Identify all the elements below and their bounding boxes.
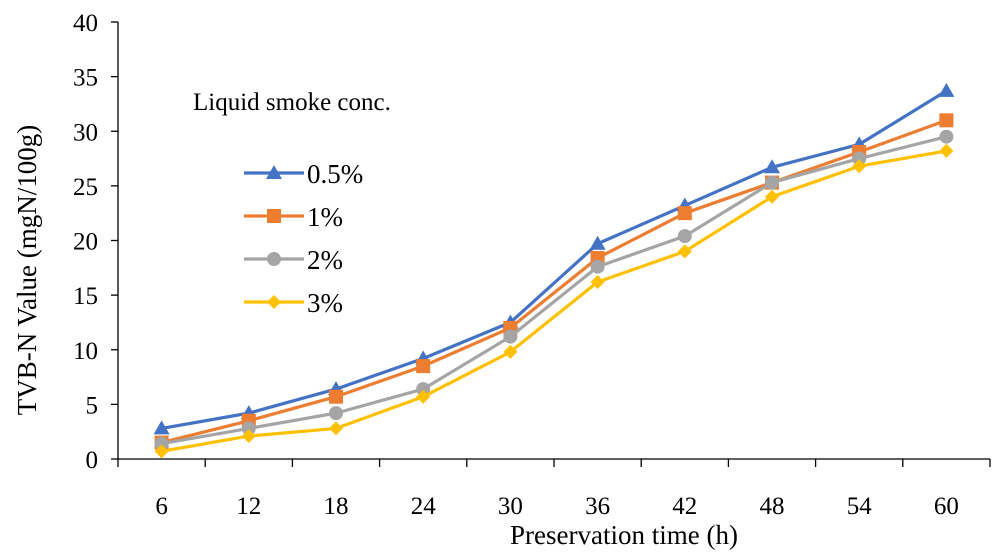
data-point xyxy=(154,436,169,451)
data-point xyxy=(939,129,954,144)
legend-item-3: 2% xyxy=(244,245,343,275)
x-tick-label: 42 xyxy=(672,493,697,520)
legend: Liquid smoke conc. 0.5% 1% 2% 3% xyxy=(193,89,391,318)
series-line xyxy=(161,149,947,453)
axes xyxy=(117,22,990,460)
data-point xyxy=(765,175,779,190)
y-tick-label: 0 xyxy=(86,447,99,474)
data-point xyxy=(939,143,954,158)
y-tick-label: 25 xyxy=(73,174,98,201)
data-point xyxy=(329,421,343,436)
data-point xyxy=(852,151,867,166)
data-point xyxy=(416,382,431,397)
y-tick-label: 15 xyxy=(73,283,98,310)
data-point xyxy=(677,229,692,244)
data-point xyxy=(764,159,780,174)
series-3 xyxy=(154,129,954,451)
x-tick-label: 36 xyxy=(585,493,610,520)
data-point xyxy=(241,421,256,436)
data-point xyxy=(590,259,605,274)
data-point xyxy=(329,389,343,404)
x-tick-label: 30 xyxy=(498,493,523,520)
data-point xyxy=(589,235,606,250)
data-point xyxy=(590,275,605,290)
x-tick-label: 60 xyxy=(934,493,959,520)
data-point xyxy=(939,113,954,128)
data-point xyxy=(938,82,955,97)
legend-item-1: 0.5% xyxy=(244,159,363,189)
legend-marker xyxy=(267,295,281,309)
y-axis-ticks: 0 5 10 15 20 25 30 35 40 xyxy=(73,10,118,474)
data-point xyxy=(503,329,518,344)
legend-marker xyxy=(266,165,282,179)
data-point xyxy=(154,444,169,459)
x-tick-label: 18 xyxy=(324,493,349,520)
data-point xyxy=(677,244,692,259)
y-tick-label: 30 xyxy=(73,119,98,146)
y-tick-label: 5 xyxy=(86,392,99,419)
x-tick-label: 12 xyxy=(236,493,261,520)
data-point xyxy=(765,189,779,204)
series-line xyxy=(161,135,947,446)
y-axis-title: TVB-N Value (mgN/100g) xyxy=(12,125,42,415)
data-point xyxy=(677,206,692,221)
series-4 xyxy=(154,143,954,459)
y-tick-label: 20 xyxy=(73,229,98,256)
legend-label: 3% xyxy=(307,288,343,318)
data-point xyxy=(329,406,343,421)
series-line xyxy=(161,89,948,430)
legend-label: 2% xyxy=(307,245,343,275)
data-point xyxy=(153,420,170,435)
legend-label: 1% xyxy=(307,202,343,232)
legend-item-4: 3% xyxy=(244,288,343,318)
data-point xyxy=(852,159,867,174)
data-point xyxy=(416,359,431,374)
series-line xyxy=(161,118,947,445)
legend-item-2: 1% xyxy=(244,202,343,232)
x-tick-label: 54 xyxy=(847,493,873,520)
data-point xyxy=(241,429,256,444)
x-tick-label: 48 xyxy=(760,493,785,520)
y-tick-label: 10 xyxy=(73,338,98,365)
legend-marker xyxy=(267,209,281,223)
y-tick-label: 40 xyxy=(73,10,98,37)
y-tick-label: 35 xyxy=(73,65,98,92)
data-point xyxy=(416,389,431,404)
series-layer xyxy=(153,82,955,459)
x-tick-label: 6 xyxy=(155,493,168,520)
x-tick-label: 24 xyxy=(411,493,437,520)
x-axis-title: Preservation time (h) xyxy=(510,520,738,550)
data-point xyxy=(503,344,518,359)
legend-label: 0.5% xyxy=(307,159,363,189)
legend-marker xyxy=(267,252,281,266)
legend-title: Liquid smoke conc. xyxy=(193,89,391,116)
x-axis-ticks: 6 12 18 24 30 36 42 48 54 60 xyxy=(117,459,991,520)
